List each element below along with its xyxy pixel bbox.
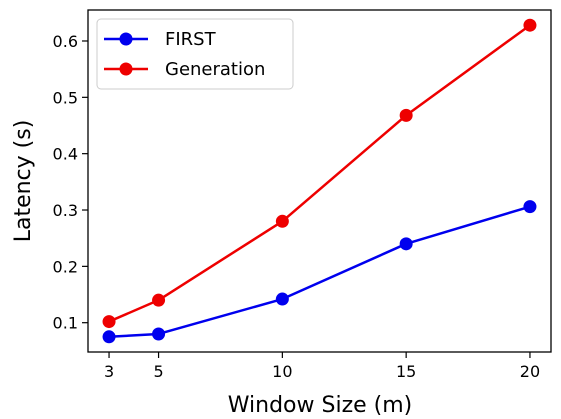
data-point-first <box>523 200 537 214</box>
series-line-first <box>108 205 531 339</box>
plot-frame <box>87 9 552 353</box>
legend-label-first: FIRST <box>165 29 217 50</box>
x-tick-label: 20 <box>520 362 540 381</box>
x-tick-label: 15 <box>396 362 416 381</box>
legend-box <box>96 18 294 90</box>
legend-entry-generation: Generation <box>104 59 265 80</box>
data-point-first <box>102 330 116 344</box>
x-tick-label: 10 <box>272 362 292 381</box>
data-point-generation <box>523 18 537 32</box>
data-point-generation <box>152 293 166 307</box>
x-tick-label: 3 <box>104 362 114 381</box>
y-tick-label: 0.2 <box>53 257 78 276</box>
data-point-generation <box>399 108 413 122</box>
y-tick-label: 0.5 <box>53 88 78 107</box>
legend: FIRST Generation <box>96 18 294 90</box>
legend-entry-first: FIRST <box>104 29 217 50</box>
y-axis-label: Latency (s) <box>11 120 36 243</box>
axis-ticks: 3 5 10 15 20 0.1 0.2 0.3 0.4 0.5 0.6 <box>53 32 541 381</box>
legend-marker-generation <box>119 62 133 76</box>
y-tick-label: 0.1 <box>53 314 78 333</box>
y-tick-label: 0.4 <box>53 145 78 164</box>
legend-marker-first <box>119 32 133 46</box>
x-tick-label: 5 <box>153 362 163 381</box>
legend-label-generation: Generation <box>165 59 265 80</box>
series-markers <box>102 18 537 344</box>
data-point-generation <box>102 315 116 329</box>
x-axis-label: Window Size (m) <box>228 393 413 418</box>
data-point-first <box>399 237 413 251</box>
data-point-first <box>275 292 289 306</box>
y-tick-label: 0.6 <box>53 32 78 51</box>
y-tick-label: 0.3 <box>53 201 78 220</box>
data-point-generation <box>275 214 289 228</box>
data-point-first <box>152 327 166 341</box>
